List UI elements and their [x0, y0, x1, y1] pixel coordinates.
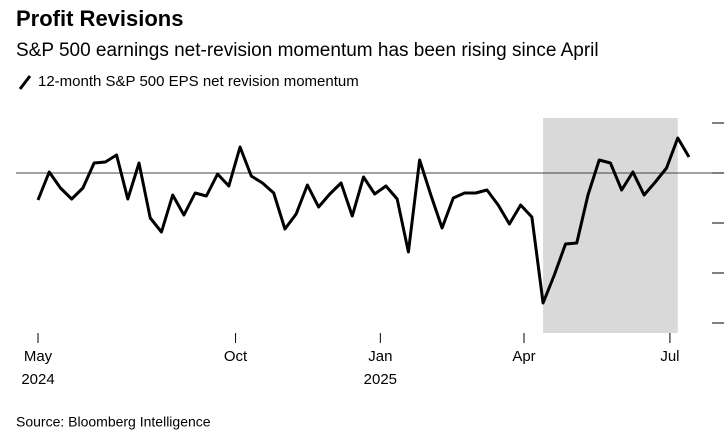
shaded-region [543, 118, 678, 333]
x-tick-label: May 2024 [21, 348, 54, 388]
chart-subtitle: S&P 500 earnings net-revision momentum h… [16, 40, 599, 61]
x-tick-label: Jan 2025 [364, 348, 397, 388]
series-line [36, 136, 691, 305]
chart-title: Profit Revisions [16, 6, 183, 31]
source: Source: Bloomberg Intelligence [16, 414, 211, 430]
legend-swatch [18, 75, 32, 90]
x-tick-label: Jul [660, 348, 679, 365]
x-tick-label: Oct [224, 348, 248, 365]
legend-label: 12-month S&P 500 EPS net revision moment… [38, 73, 359, 90]
x-tick-label: Apr [512, 348, 535, 365]
